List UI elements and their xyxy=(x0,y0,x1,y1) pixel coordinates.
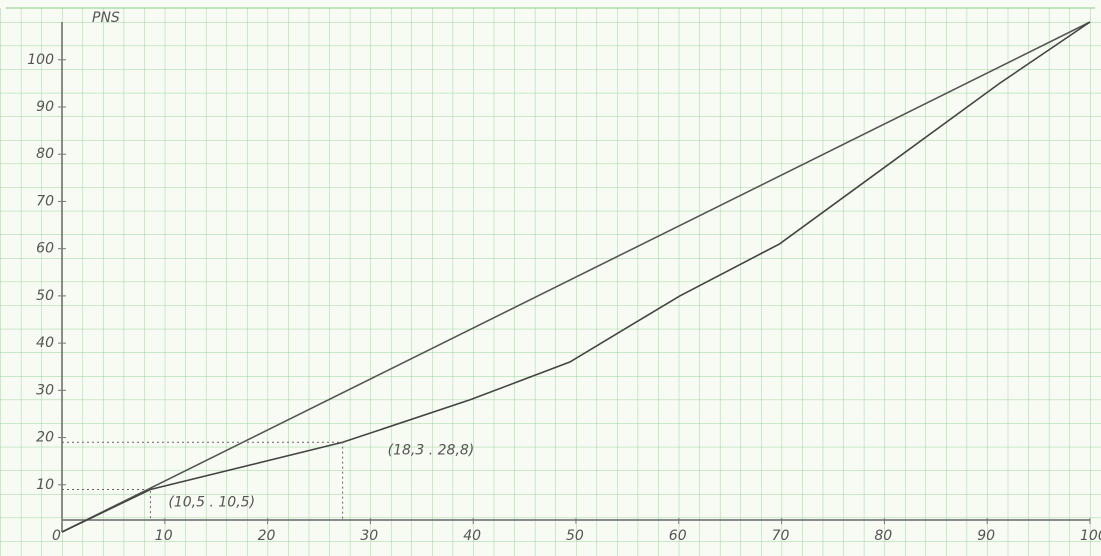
y-tick-label: 70 xyxy=(36,193,54,209)
line xyxy=(61,21,1091,533)
y-tick-label: 80 xyxy=(36,146,54,162)
guide-line xyxy=(62,441,344,520)
x-tick-label: 80 xyxy=(874,528,892,544)
annotation: (18,3 . 28,8) xyxy=(388,442,475,458)
x-tick-label: 40 xyxy=(463,528,481,544)
x-tick-label: 10 xyxy=(155,528,173,544)
x-tick-label: 0 xyxy=(52,528,61,544)
y-tick-label: 30 xyxy=(36,382,54,398)
y-tick-label: 40 xyxy=(36,335,54,351)
y-tick-label: 20 xyxy=(36,430,54,446)
chart-title: PNS xyxy=(92,10,120,26)
line xyxy=(61,21,1091,533)
y-tick-label: 10 xyxy=(36,477,54,493)
annotation: (10,5 . 10,5) xyxy=(168,495,255,511)
x-tick-label: 60 xyxy=(669,528,687,544)
y-tick-label: 100 xyxy=(27,52,54,68)
x-tick-label: 30 xyxy=(360,528,378,544)
x-tick-label: 100 xyxy=(1080,528,1101,544)
x-tick-label: 70 xyxy=(772,528,790,544)
y-tick-label: 90 xyxy=(36,99,54,115)
x-tick-label: 50 xyxy=(566,528,584,544)
y-tick-label: 60 xyxy=(36,241,54,257)
y-tick-label: 50 xyxy=(36,288,54,304)
x-tick-label: 90 xyxy=(977,528,995,544)
x-tick-label: 20 xyxy=(258,528,276,544)
graph-grid xyxy=(0,8,1101,556)
